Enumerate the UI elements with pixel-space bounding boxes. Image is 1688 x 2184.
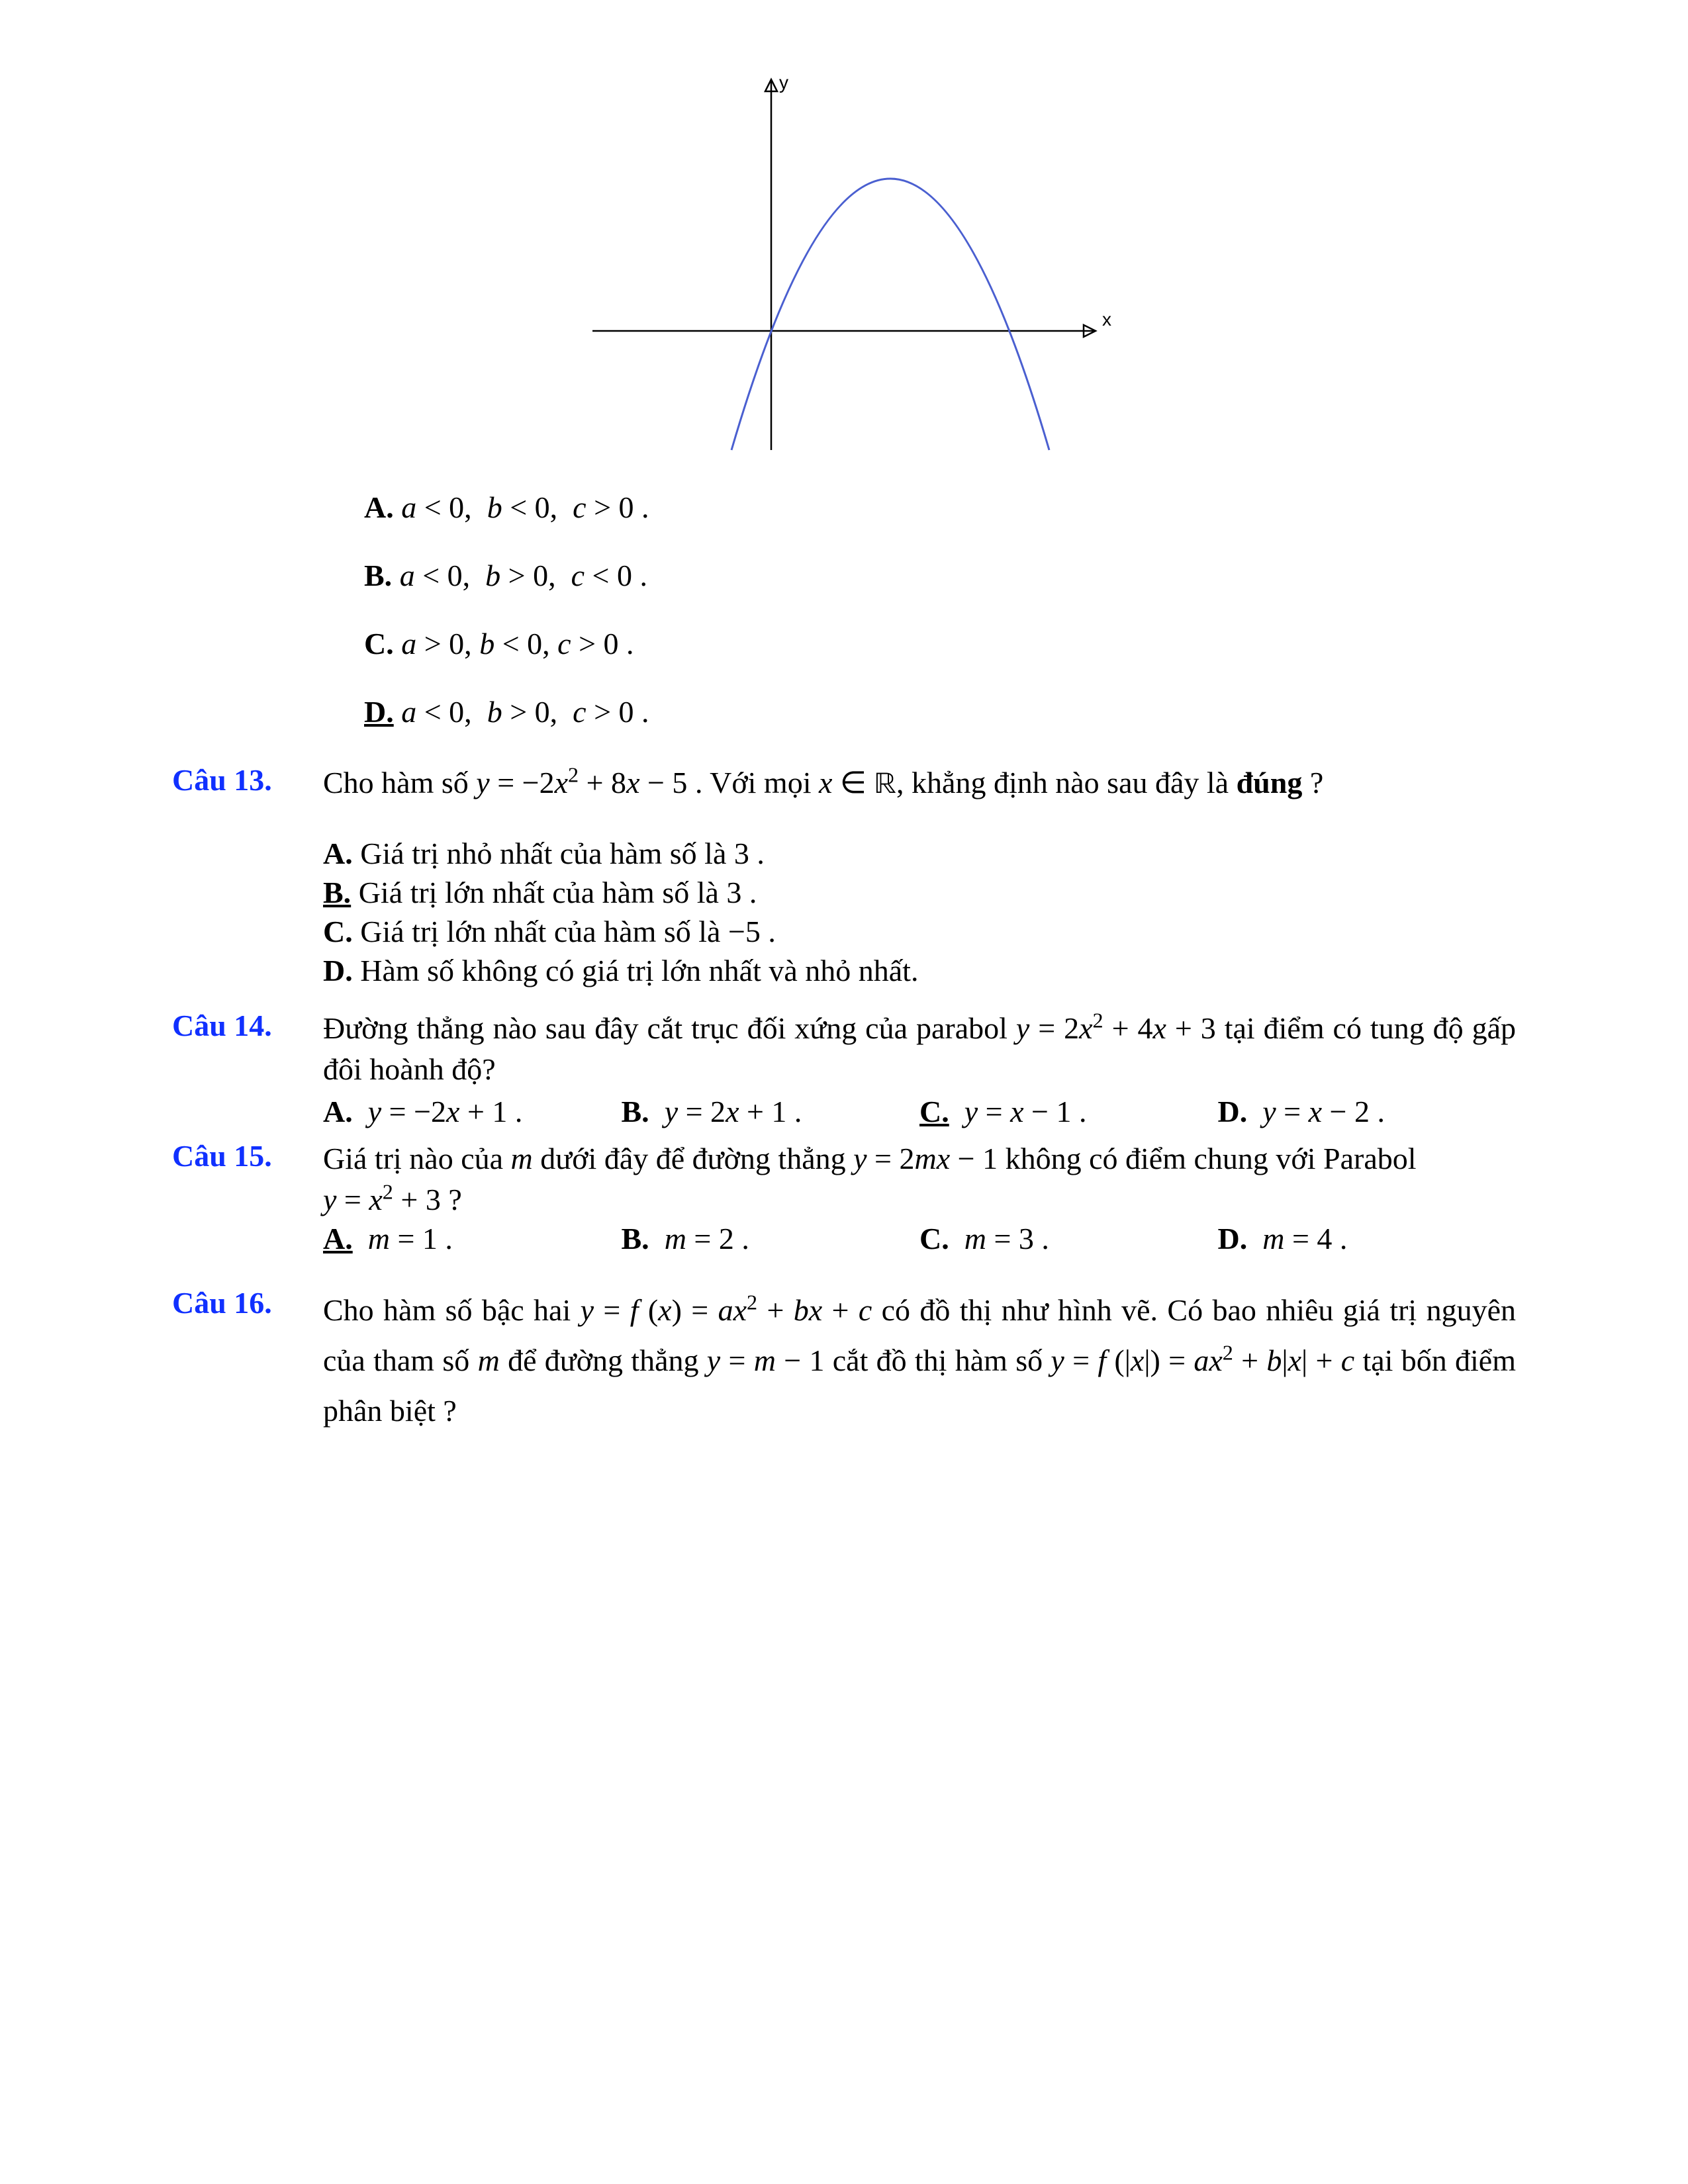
question-text: Cho hàm số y = −2x2 + 8x − 5 . Với mọi x… xyxy=(323,762,1516,805)
q13-option-a: A. Giá trị nhỏ nhất của hàm số là 3 . xyxy=(323,836,1516,871)
q13-post: khẳng định nào sau đây là xyxy=(904,766,1237,799)
q16-l2-post: tại bốn xyxy=(1354,1343,1447,1377)
q12-option-c: C. a > 0, b < 0, c > 0 . xyxy=(364,626,1516,661)
q13-bold: đúng xyxy=(1237,766,1303,799)
q16-l1-pre: Cho hàm số bậc hai xyxy=(323,1293,581,1327)
q16-m: m xyxy=(478,1343,500,1377)
q15-options: A. m = 1 . B. m = 2 . C. m = 3 . D. m = … xyxy=(323,1221,1516,1256)
q14-option-b: B. y = 2x + 1 . xyxy=(622,1094,920,1129)
q14-option-a: A. y = −2x + 1 . xyxy=(323,1094,622,1129)
q15-line2: y = x2 + 3 ? xyxy=(323,1182,1516,1217)
q13-pre: Cho hàm số xyxy=(323,766,476,799)
q13-option-b: B. Giá trị lớn nhất của hàm số là 3 . xyxy=(323,875,1516,910)
option-label: C. xyxy=(919,1222,949,1255)
x-axis-label: x xyxy=(1102,309,1111,330)
question-label: Câu 13. xyxy=(172,762,323,797)
q15-mid: dưới đây để đường thẳng xyxy=(533,1142,853,1175)
option-label: A. xyxy=(323,1222,353,1255)
option-label: B. xyxy=(323,876,351,909)
q15-post: không có điểm chung với Parabol xyxy=(998,1142,1416,1175)
question-text: Giá trị nào của m dưới đây để đường thẳn… xyxy=(323,1138,1516,1179)
question-text: Đường thẳng nào sau đây cắt trục đối xứn… xyxy=(323,1008,1516,1090)
q15-option-b: B. m = 2 . xyxy=(622,1221,920,1256)
q13-qmark: ? xyxy=(1302,766,1323,799)
question-label: Câu 14. xyxy=(172,1008,323,1043)
parabola-curve xyxy=(731,179,1049,450)
option-label: C. xyxy=(919,1095,949,1128)
q15-option-c: C. m = 3 . xyxy=(919,1221,1218,1256)
q15-m: m xyxy=(511,1142,533,1175)
q16-l1-post: có đồ thị như hình vẽ. Có bao nhiêu giá … xyxy=(872,1293,1516,1327)
question-14: Câu 14. Đường thẳng nào sau đây cắt trục… xyxy=(172,1008,1516,1129)
question-15: Câu 15. Giá trị nào của m dưới đây để đư… xyxy=(172,1138,1516,1256)
q16-l2-pre: của tham số xyxy=(323,1343,478,1377)
option-label: D. xyxy=(1218,1222,1248,1255)
option-label: B. xyxy=(622,1222,649,1255)
q12-option-d: D. a < 0, b > 0, c > 0 . xyxy=(364,694,1516,729)
figure-parabola: x y xyxy=(172,53,1516,463)
q13-option-d: D. Hàm số không có giá trị lớn nhất và n… xyxy=(323,953,1516,988)
q13-option-c: C. Giá trị lớn nhất của hàm số là −5 . xyxy=(323,914,1516,949)
q16-l2-mid: để đường thẳng xyxy=(500,1343,707,1377)
option-text: Giá trị nhỏ nhất của hàm số là 3 . xyxy=(360,837,765,870)
q13-mid: . Với mọi xyxy=(687,766,819,799)
parabola-svg: x y xyxy=(573,53,1115,463)
question-16: Câu 16. Cho hàm số bậc hai y = f (x) = a… xyxy=(172,1285,1516,1436)
option-text: Giá trị lớn nhất của hàm số là 3 . xyxy=(359,876,757,909)
q14-pre: Đường thẳng nào sau đây cắt trục đối xứn… xyxy=(323,1011,1016,1045)
q15-pre: Giá trị nào của xyxy=(323,1142,511,1175)
q12-options: A. a < 0, b < 0, c > 0 . B. a < 0, b > 0… xyxy=(364,490,1516,729)
q15-option-d: D. m = 4 . xyxy=(1218,1221,1517,1256)
option-label: D. xyxy=(364,695,394,729)
option-label: B. xyxy=(364,559,392,592)
q16-l2-mid2: cắt đồ thị hàm số xyxy=(824,1343,1051,1377)
option-label: A. xyxy=(323,1095,353,1128)
q14-post: tại điểm có tung độ xyxy=(1216,1011,1464,1045)
question-label: Câu 16. xyxy=(172,1285,323,1320)
option-text: Hàm số không có giá trị lớn nhất và nhỏ … xyxy=(360,954,918,987)
option-label: D. xyxy=(323,954,353,987)
q14-options: A. y = −2x + 1 . B. y = 2x + 1 . C. y = … xyxy=(323,1094,1516,1129)
question-text: Cho hàm số bậc hai y = f (x) = ax2 + bx … xyxy=(323,1285,1516,1436)
question-label: Câu 15. xyxy=(172,1138,323,1173)
y-axis-label: y xyxy=(779,72,788,93)
q13-options: A. Giá trị nhỏ nhất của hàm số là 3 . B.… xyxy=(323,836,1516,988)
q12-option-b: B. a < 0, b > 0, c < 0 . xyxy=(364,558,1516,593)
q15-option-a: A. m = 1 . xyxy=(323,1221,622,1256)
option-label: A. xyxy=(364,490,394,524)
option-label: D. xyxy=(1218,1095,1248,1128)
option-text: Giá trị lớn nhất của hàm số là −5 . xyxy=(360,915,776,948)
q12-option-a: A. a < 0, b < 0, c > 0 . xyxy=(364,490,1516,525)
option-label: C. xyxy=(364,627,394,660)
option-label: C. xyxy=(323,915,353,948)
option-label: B. xyxy=(622,1095,649,1128)
question-13: Câu 13. Cho hàm số y = −2x2 + 8x − 5 . V… xyxy=(172,762,1516,988)
option-label: A. xyxy=(323,837,353,870)
q14-option-c: C. y = x − 1 . xyxy=(919,1094,1218,1129)
q14-option-d: D. y = x − 2 . xyxy=(1218,1094,1517,1129)
